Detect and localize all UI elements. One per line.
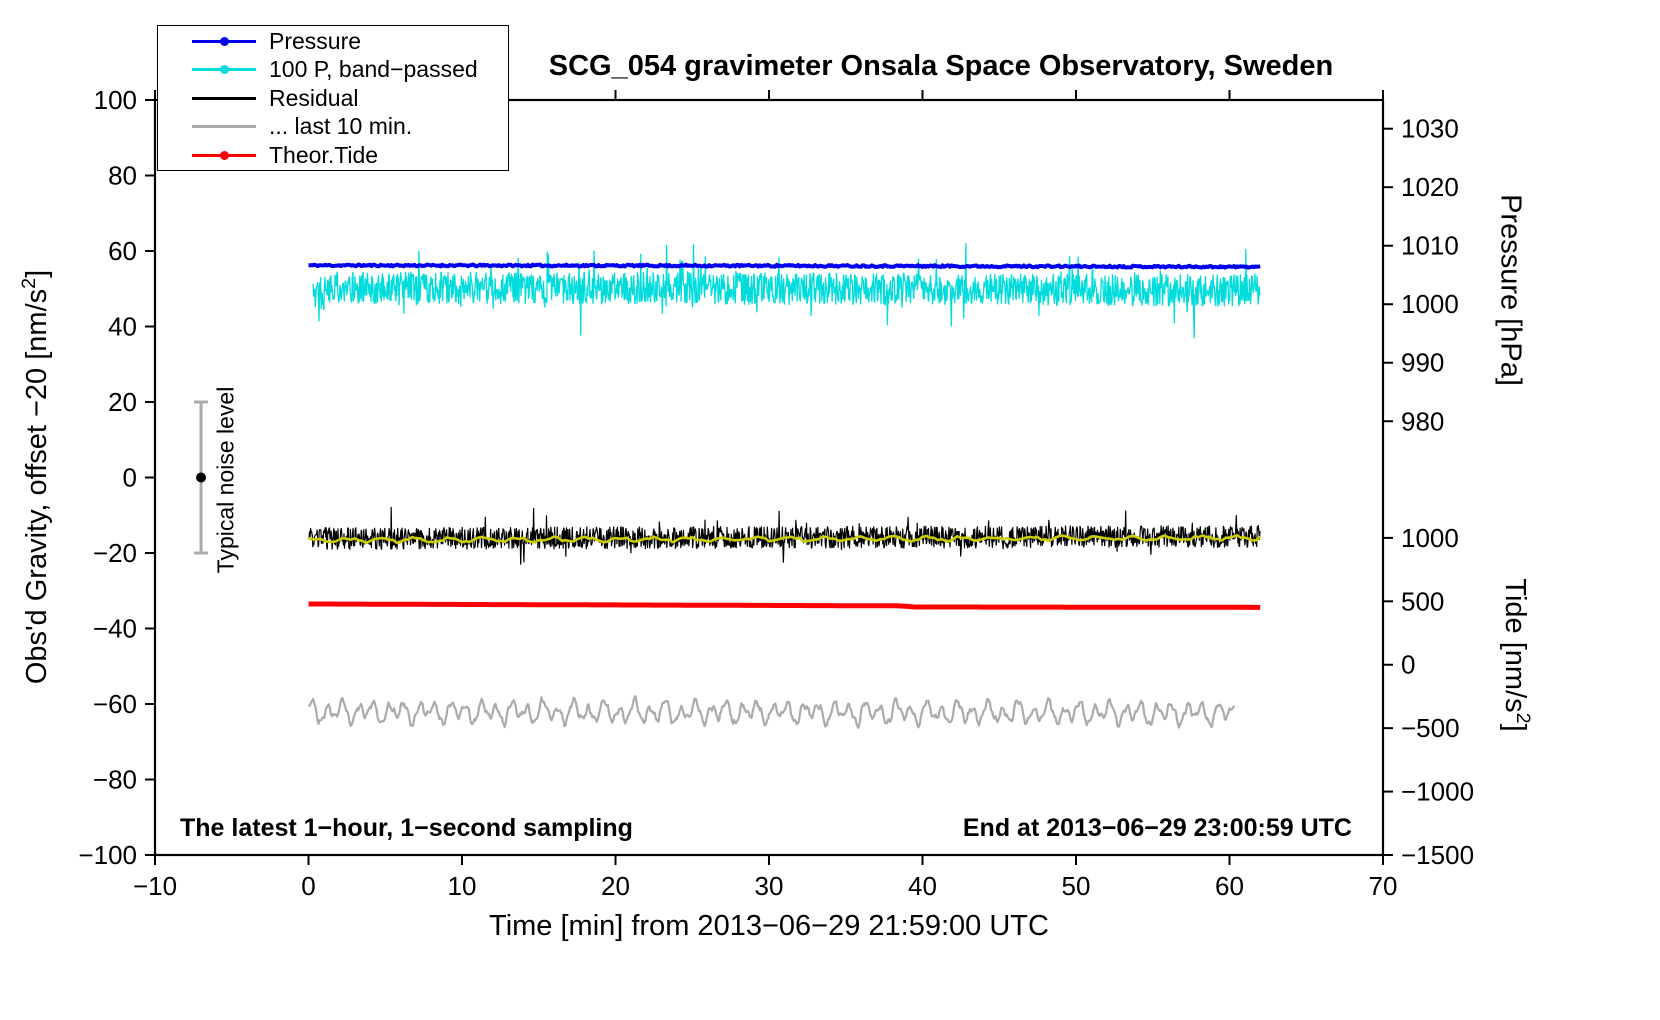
y-axis-label-gravity: Obs'd Gravity, offset −20 [nm/s2] — [18, 270, 54, 684]
y-tick-label-left: −60 — [93, 689, 137, 719]
legend-item-last-10-min: ... last 10 min. — [158, 113, 508, 140]
y-tick-label-pressure: 990 — [1401, 348, 1444, 378]
y-tick-label-pressure: 1020 — [1401, 172, 1459, 202]
y-tick-label-pressure: 1000 — [1401, 289, 1459, 319]
y-tick-label-tide: −1000 — [1401, 777, 1474, 807]
x-tick-label: 40 — [908, 871, 937, 901]
y-tick-label-left: 40 — [108, 312, 137, 342]
y-tick-label-left: −40 — [93, 614, 137, 644]
y-axis-label-tide: Tide [nm/s2] — [1498, 578, 1534, 731]
chart-legend: Pressure 100 P, band−passed Residual ...… — [157, 25, 509, 171]
y-tick-label-left: −20 — [93, 538, 137, 568]
y-tick-label-left: 20 — [108, 387, 137, 417]
y-tick-label-left: 0 — [123, 463, 137, 493]
y-tick-label-tide: 0 — [1401, 650, 1415, 680]
legend-label: 100 P, band−passed — [269, 56, 478, 82]
y-tick-label-tide: 500 — [1401, 586, 1444, 616]
legend-label: Residual — [269, 84, 359, 111]
plot-frame — [153, 98, 1385, 857]
series-residual — [307, 506, 1261, 565]
x-tick-label: 60 — [1215, 871, 1244, 901]
y-axis-label-gravity-close: ] — [20, 269, 53, 278]
y-tick-label-tide: −500 — [1401, 713, 1460, 743]
series-theor-tide — [308, 601, 1261, 610]
legend-label: Theor.Tide — [269, 141, 379, 168]
noise-level-dot — [196, 472, 207, 483]
x-tick-label: 10 — [448, 871, 477, 901]
y-axis-label-tide-sup: 2 — [1511, 712, 1534, 724]
last-10-min-line-icon — [192, 121, 256, 132]
noise-level-label: Typical noise level — [212, 386, 239, 574]
legend-item-pressure: Pressure — [158, 28, 508, 55]
legend-label: ... last 10 min. — [269, 113, 413, 139]
y-axis-label-gravity-sup: 2 — [18, 277, 41, 289]
chart-title: SCG_054 gravimeter Onsala Space Observat… — [548, 50, 1334, 82]
legend-item-residual: Residual — [158, 85, 508, 112]
x-tick-label: 30 — [755, 871, 784, 901]
series-pressure-band-passed — [312, 242, 1261, 339]
x-tick-label: 70 — [1369, 871, 1398, 901]
x-axis-label: Time [min] from 2013−06−29 21:59:00 UTC — [489, 910, 1049, 942]
y-axis-label-gravity-text: Obs'd Gravity, offset −20 [nm/s — [20, 288, 53, 685]
y-axis-label-pressure: Pressure [hPa] — [1494, 194, 1527, 386]
series-residual-smoothed — [308, 534, 1262, 545]
legend-item-band-passed: 100 P, band−passed — [158, 56, 508, 83]
y-tick-label-left: −100 — [78, 840, 137, 870]
y-tick-label-left: 100 — [94, 85, 137, 115]
x-tick-label: 50 — [1062, 871, 1091, 901]
y-tick-label-pressure: 1010 — [1401, 231, 1459, 261]
y-tick-label-tide: −1500 — [1401, 840, 1474, 870]
end-time-note: End at 2013−06−29 23:00:59 UTC — [962, 814, 1352, 842]
series-pressure — [308, 262, 1261, 270]
x-tick-label: −10 — [133, 871, 177, 901]
residual-line-icon — [192, 93, 256, 104]
band-passed-line-dot-icon — [192, 64, 256, 75]
theor-tide-line-dot-icon — [192, 150, 256, 161]
y-tick-label-left: −80 — [93, 765, 137, 795]
y-tick-label-pressure: 980 — [1401, 406, 1444, 436]
series-residual-last-10-min — [307, 695, 1236, 729]
y-tick-label-tide: 1000 — [1401, 523, 1459, 553]
y-axis-label-tide-close: ] — [1499, 723, 1532, 732]
x-tick-label: 0 — [301, 871, 315, 901]
y-tick-label-left: 60 — [108, 236, 137, 266]
y-axis-label-tide-text: Tide [nm/s — [1499, 578, 1532, 713]
sampling-note: The latest 1−hour, 1−second sampling — [180, 814, 633, 842]
pressure-line-dot-icon — [192, 36, 256, 47]
legend-item-theor-tide: Theor.Tide — [158, 142, 508, 169]
legend-label: Pressure — [269, 27, 362, 54]
y-tick-label-left: 80 — [108, 161, 137, 191]
x-tick-label: 20 — [601, 871, 630, 901]
y-tick-label-pressure: 1030 — [1401, 114, 1459, 144]
